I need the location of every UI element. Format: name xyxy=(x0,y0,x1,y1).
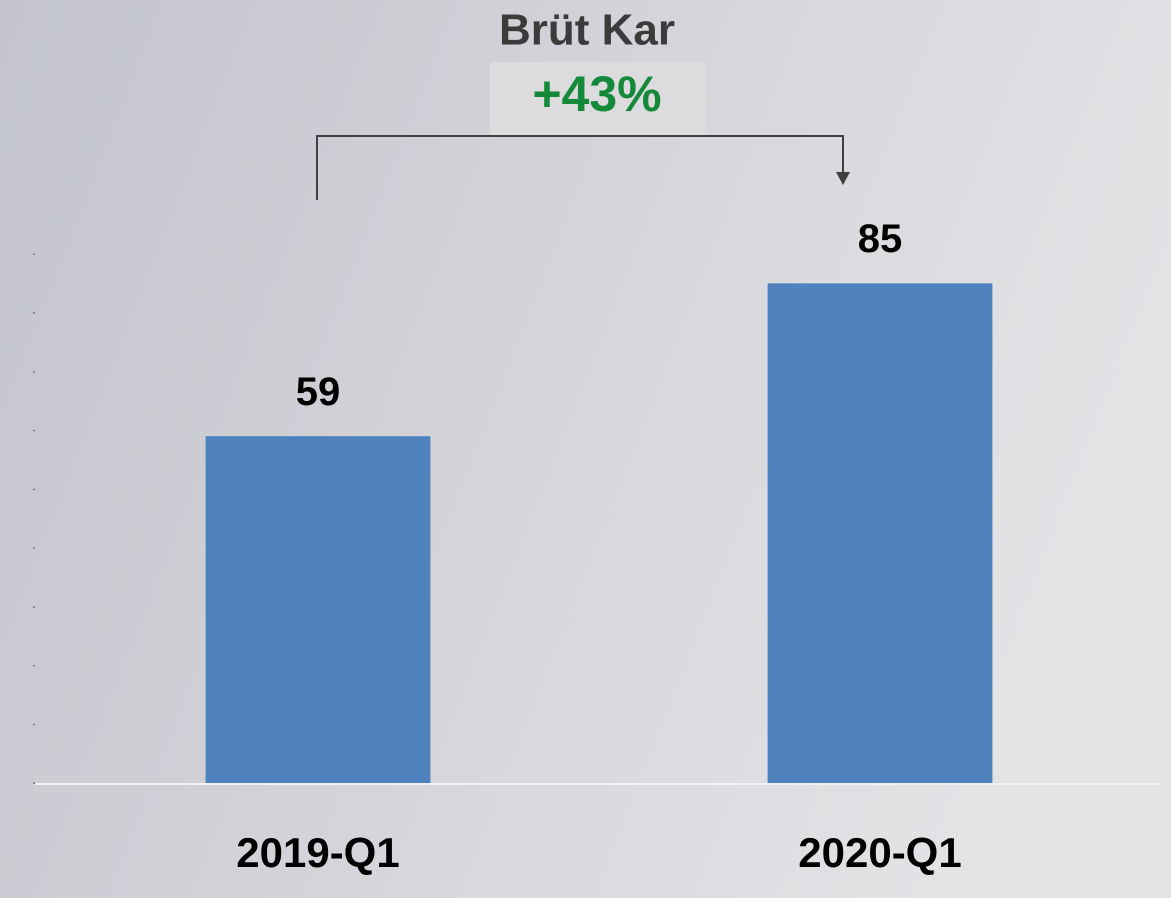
tick-mark xyxy=(33,664,35,667)
bracket xyxy=(316,135,844,200)
annotation: +43% xyxy=(532,66,661,122)
bar xyxy=(767,283,993,783)
value-label: 59 xyxy=(296,370,341,414)
annotation-box xyxy=(490,62,705,135)
tick-mark xyxy=(33,547,35,549)
tick-mark xyxy=(33,429,35,432)
x-tick-label: 2019-Q1 xyxy=(236,829,399,876)
x-tick-label: 2020-Q1 xyxy=(798,829,961,876)
tick-mark xyxy=(33,253,35,255)
tick-mark xyxy=(33,723,35,726)
tick-mark xyxy=(33,606,35,608)
tick-mark xyxy=(33,488,35,491)
tick-mark xyxy=(33,782,35,784)
chart-title: Brüt Kar xyxy=(499,6,675,55)
value-label: 85 xyxy=(858,217,903,261)
arrowhead xyxy=(836,172,850,185)
tick-mark xyxy=(33,312,35,314)
tick-mark xyxy=(33,371,35,373)
bar xyxy=(205,436,431,783)
